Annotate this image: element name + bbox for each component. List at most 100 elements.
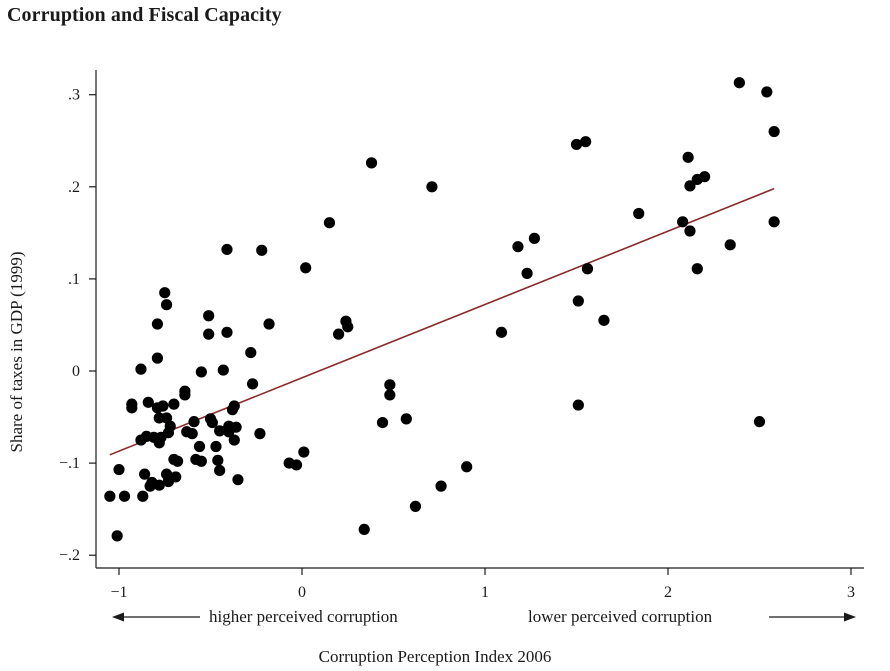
data-point <box>256 244 268 256</box>
data-point <box>104 490 116 502</box>
y-axis-title: Share of taxes in GDP (1999) <box>7 252 26 453</box>
data-point <box>246 378 259 390</box>
data-point <box>761 86 773 98</box>
data-point <box>633 207 645 220</box>
data-point <box>684 180 696 192</box>
annotation-lower-corruption: lower perceived corruption <box>528 607 713 626</box>
data-point <box>168 398 180 410</box>
x-tick-label: 0 <box>298 584 306 601</box>
data-point <box>151 318 164 330</box>
data-point <box>179 389 191 401</box>
data-point <box>195 455 207 467</box>
data-point <box>203 310 215 322</box>
x-tick-label: 3 <box>847 584 855 601</box>
axis-annotations: higher perceived corruption lower percei… <box>112 607 856 626</box>
y-tick-label: .1 <box>68 271 80 288</box>
data-point <box>139 468 151 480</box>
data-points <box>104 77 780 542</box>
y-tick-label: −.2 <box>59 547 80 564</box>
data-point <box>210 440 222 453</box>
data-point <box>376 416 389 429</box>
left-arrow-head <box>112 612 124 622</box>
data-point <box>298 446 310 458</box>
data-point <box>342 321 354 333</box>
data-point <box>228 400 240 412</box>
data-point <box>290 459 303 471</box>
annotation-higher-corruption: higher perceived corruption <box>209 607 398 626</box>
data-point <box>217 364 229 376</box>
data-point <box>188 416 200 428</box>
data-point <box>572 399 584 411</box>
data-point <box>528 232 541 244</box>
data-point <box>572 295 584 307</box>
data-point <box>118 490 131 502</box>
data-point <box>358 523 370 536</box>
data-point <box>206 416 218 429</box>
data-point <box>159 287 171 299</box>
data-point <box>186 428 198 440</box>
data-point <box>521 267 533 279</box>
data-point <box>195 366 207 378</box>
y-tick-label: .3 <box>68 87 80 104</box>
data-point <box>384 379 396 391</box>
data-point <box>300 262 312 274</box>
data-point <box>384 389 396 401</box>
data-point <box>426 181 438 193</box>
data-point <box>677 216 689 228</box>
data-point <box>221 326 233 338</box>
data-point <box>157 400 169 412</box>
chart-title: Corruption and Fiscal Capacity <box>7 4 282 26</box>
data-point <box>228 434 240 446</box>
y-tick-label: .2 <box>68 179 80 196</box>
data-point <box>153 479 165 491</box>
data-point <box>221 243 233 256</box>
data-point <box>170 471 182 483</box>
fit-line-group <box>109 187 775 456</box>
y-tick-label: −.1 <box>59 455 80 472</box>
data-point <box>151 352 164 364</box>
data-point <box>135 363 147 375</box>
data-point <box>160 299 173 311</box>
data-point <box>203 328 215 340</box>
data-point <box>570 138 583 151</box>
data-point <box>724 239 736 251</box>
data-point <box>461 461 473 473</box>
x-axis: −1 0 1 2 3 <box>96 567 864 601</box>
data-point <box>333 328 345 340</box>
data-point <box>699 171 711 183</box>
data-point <box>684 225 696 237</box>
data-point <box>245 346 257 359</box>
x-tick-label: 2 <box>664 584 672 601</box>
data-point <box>171 455 184 467</box>
data-point <box>214 464 226 477</box>
y-tick-label: 0 <box>72 363 80 380</box>
data-point <box>263 318 275 330</box>
data-point <box>137 490 149 502</box>
x-tick-label: −1 <box>110 584 127 601</box>
y-axis: −.2 −.1 0 .1 .2 .3 <box>59 70 97 568</box>
data-point <box>111 530 123 542</box>
data-point <box>598 314 610 326</box>
data-point <box>512 241 524 253</box>
data-point <box>682 151 694 163</box>
data-point <box>768 216 780 228</box>
data-point <box>113 463 125 476</box>
data-point <box>323 217 336 229</box>
data-point <box>581 263 594 275</box>
data-point <box>232 474 244 486</box>
x-tick-label: 1 <box>481 584 489 601</box>
data-point <box>212 454 224 466</box>
right-arrow-head <box>844 612 856 622</box>
data-point <box>214 425 226 437</box>
data-point <box>733 77 745 89</box>
data-point <box>230 421 242 433</box>
data-point <box>400 413 412 425</box>
data-point <box>768 125 780 138</box>
fit-line <box>109 187 775 456</box>
data-point <box>691 263 703 275</box>
data-point <box>254 428 266 440</box>
data-point <box>126 402 138 414</box>
data-point <box>753 416 766 428</box>
data-point <box>365 157 378 169</box>
